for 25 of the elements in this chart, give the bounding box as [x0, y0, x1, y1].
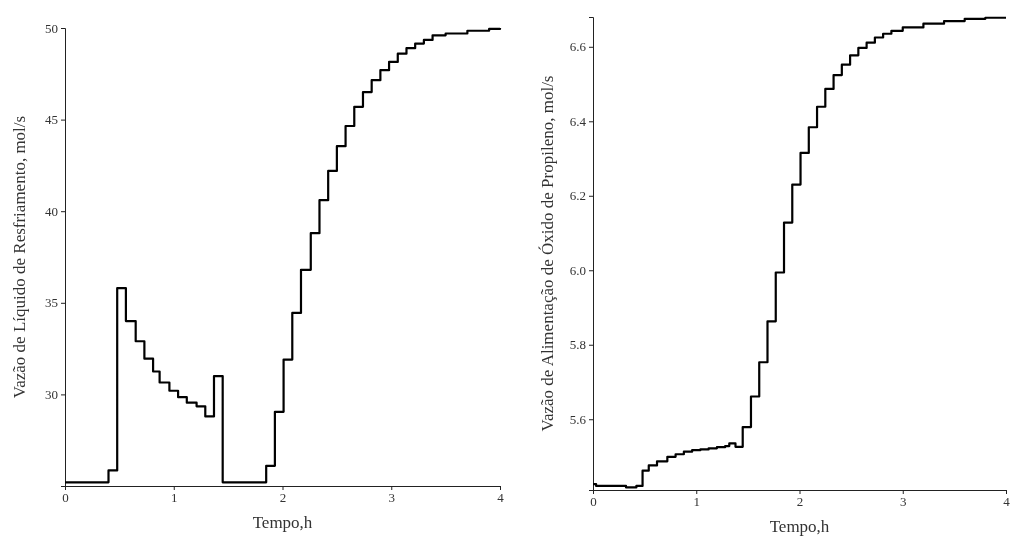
- x-tick-label: 3: [900, 494, 907, 510]
- y-tick-label: 40: [45, 203, 58, 219]
- x-axis-title: Tempo,h: [769, 517, 830, 536]
- x-tick-label: 4: [497, 490, 505, 506]
- y-tick-label: 5.8: [569, 337, 586, 353]
- y-tick-label: 6.2: [569, 188, 586, 204]
- y-tick-label: 6.6: [569, 39, 587, 55]
- x-tick-label: 0: [62, 490, 69, 506]
- y-tick-label: 6.4: [569, 113, 587, 129]
- y-tick-label: 50: [45, 20, 58, 36]
- y-tick-label: 45: [45, 112, 58, 128]
- y-tick-label: 6.0: [569, 262, 586, 278]
- x-tick-label: 1: [171, 490, 178, 506]
- y-tick-label: 35: [45, 295, 58, 311]
- x-axis-title: Tempo,h: [252, 513, 313, 532]
- y-axis-title: Vazão de Alimentação de Óxido de Propileno, mol/s: [538, 75, 557, 432]
- x-tick-label: 4: [1003, 494, 1011, 510]
- y-tick-label: 5.6: [569, 411, 587, 427]
- x-tick-label: 3: [388, 490, 395, 506]
- x-tick-label: 1: [693, 494, 700, 510]
- x-tick-label: 0: [590, 494, 597, 510]
- x-tick-label: 2: [279, 490, 287, 506]
- y-tick-label: 30: [45, 387, 58, 403]
- x-tick-label: 2: [796, 494, 804, 510]
- y-axis-title: Vazão de Líquido de Resfriamento, mol/s: [10, 115, 29, 399]
